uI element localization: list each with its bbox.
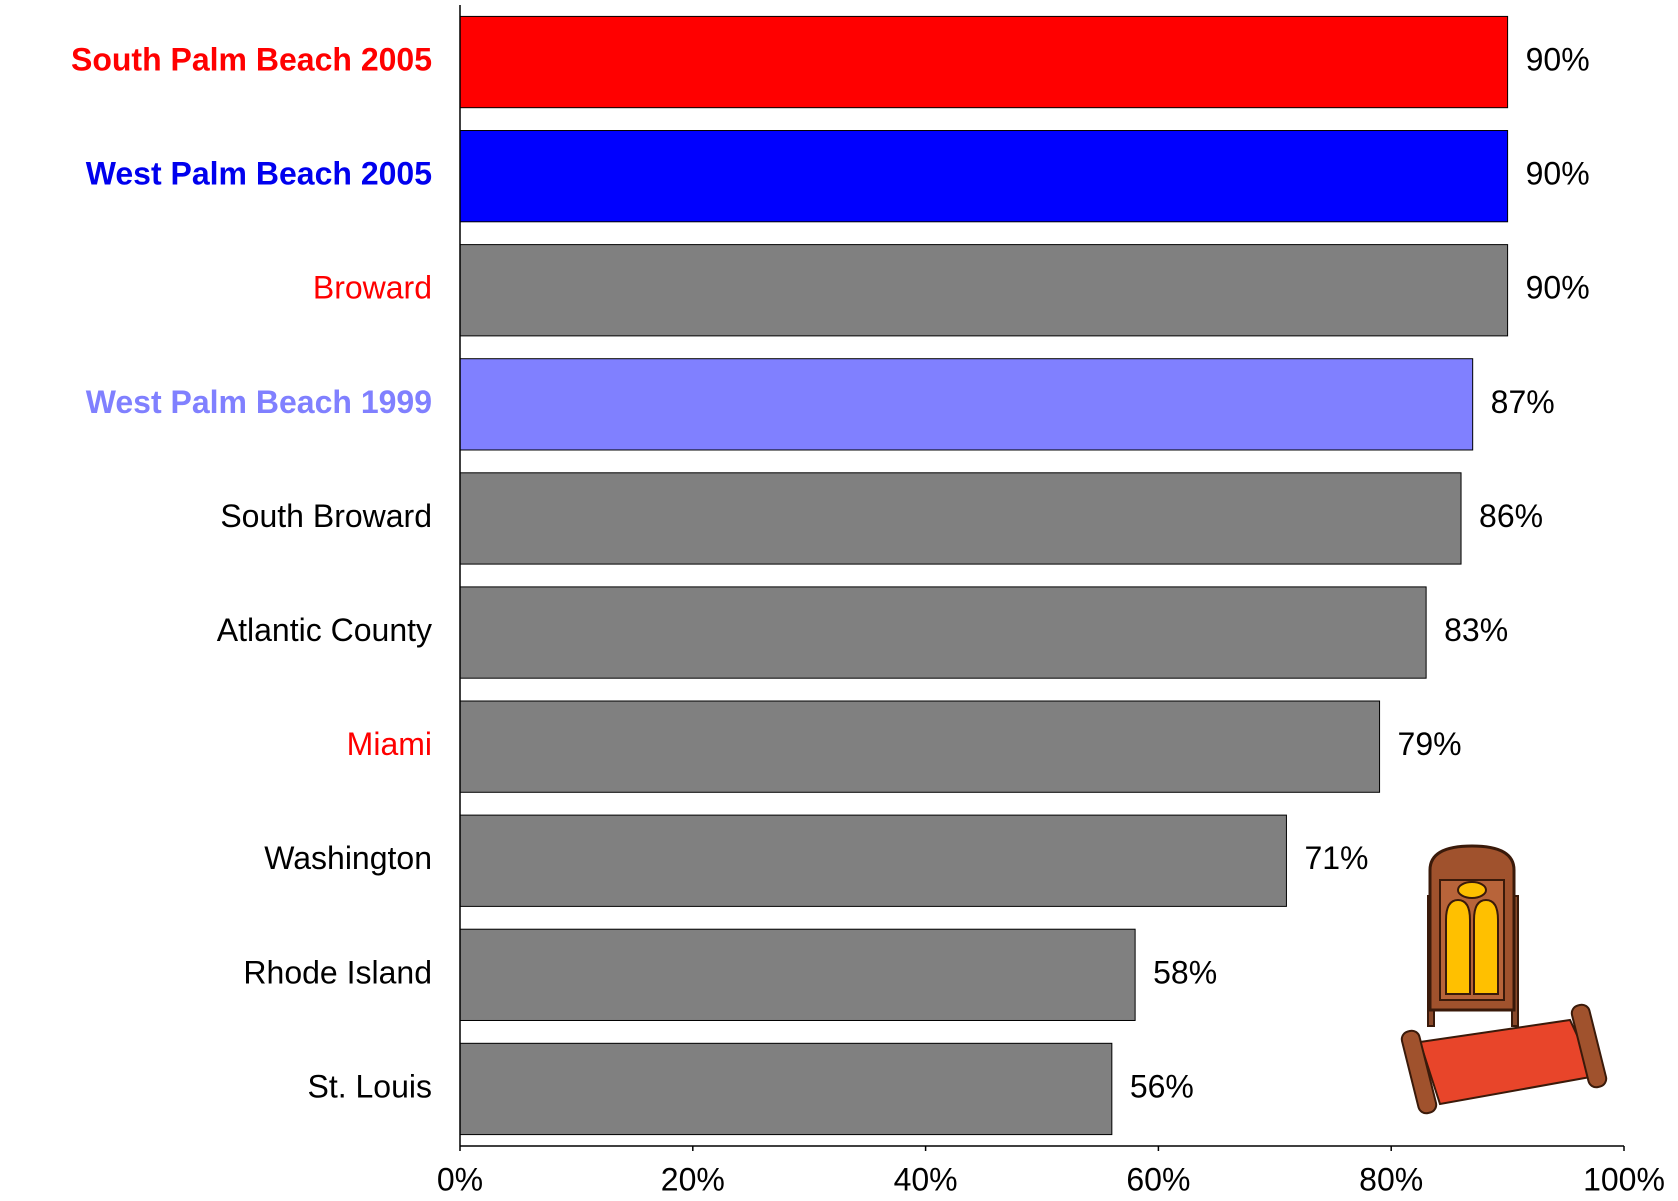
value-label: 83%: [1444, 612, 1508, 648]
category-label: South Broward: [220, 498, 432, 534]
value-label: 90%: [1526, 42, 1590, 78]
bar: [459, 15, 1509, 109]
category-label: Washington: [264, 840, 432, 876]
bar: [459, 472, 1462, 565]
bar: [459, 1042, 1113, 1136]
category-label: West Palm Beach 1999: [86, 384, 432, 420]
category-label: Rhode Island: [243, 954, 432, 990]
category-label: Miami: [347, 726, 432, 762]
value-label: 56%: [1130, 1068, 1194, 1104]
value-label: 86%: [1479, 498, 1543, 534]
bar: [459, 700, 1381, 793]
value-label: 90%: [1526, 270, 1590, 306]
category-label: West Palm Beach 2005: [86, 156, 432, 192]
category-label: Broward: [313, 270, 432, 306]
value-label: 79%: [1398, 726, 1462, 762]
bar: [459, 244, 1509, 337]
x-tick-label: 80%: [1359, 1161, 1423, 1197]
category-label: Atlantic County: [217, 612, 432, 648]
value-label: 90%: [1526, 156, 1590, 192]
x-tick-label: 0%: [437, 1161, 483, 1197]
category-label: St. Louis: [307, 1068, 432, 1104]
bar: [459, 928, 1136, 1021]
x-tick-label: 60%: [1126, 1161, 1190, 1197]
x-tick-label: 20%: [661, 1161, 725, 1197]
value-label: 87%: [1491, 384, 1555, 420]
category-label: South Palm Beach 2005: [71, 42, 432, 78]
bar: [459, 130, 1509, 223]
bar: [459, 358, 1474, 451]
value-label: 58%: [1153, 954, 1217, 990]
clipart: [1400, 844, 1608, 1115]
bar: [459, 814, 1287, 907]
x-tick-label: 40%: [894, 1161, 958, 1197]
x-tick-label: 100%: [1583, 1161, 1665, 1197]
bar: [459, 586, 1427, 679]
value-label: 71%: [1304, 840, 1368, 876]
